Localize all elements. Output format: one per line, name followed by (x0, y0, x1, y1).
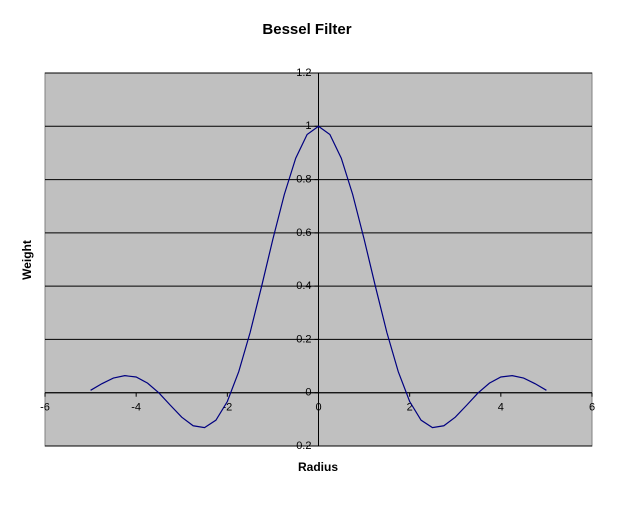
y-tick-label: 0.2 (296, 333, 311, 345)
x-tick-label: 6 (589, 402, 595, 414)
x-tick-label: 2 (407, 402, 413, 414)
data-line (90, 125, 547, 429)
x-tick-label: -6 (40, 402, 50, 414)
y-tick-label: -0.2 (293, 440, 312, 452)
x-axis-title: Radius (298, 460, 338, 474)
x-tick-label: 4 (498, 402, 504, 414)
y-tick-label: 0.4 (296, 280, 311, 292)
x-tick-label: -2 (222, 402, 232, 414)
x-tick-label: 0 (315, 402, 321, 414)
chart-title: Bessel Filter (262, 21, 351, 38)
y-tick-label: 0.6 (296, 227, 311, 239)
y-tick-label: 0.8 (296, 173, 311, 185)
x-tick-label: -4 (131, 402, 141, 414)
y-tick-label: 1 (305, 120, 311, 132)
y-tick-label: 1.2 (296, 67, 311, 79)
y-axis-title: Weight (20, 240, 34, 280)
